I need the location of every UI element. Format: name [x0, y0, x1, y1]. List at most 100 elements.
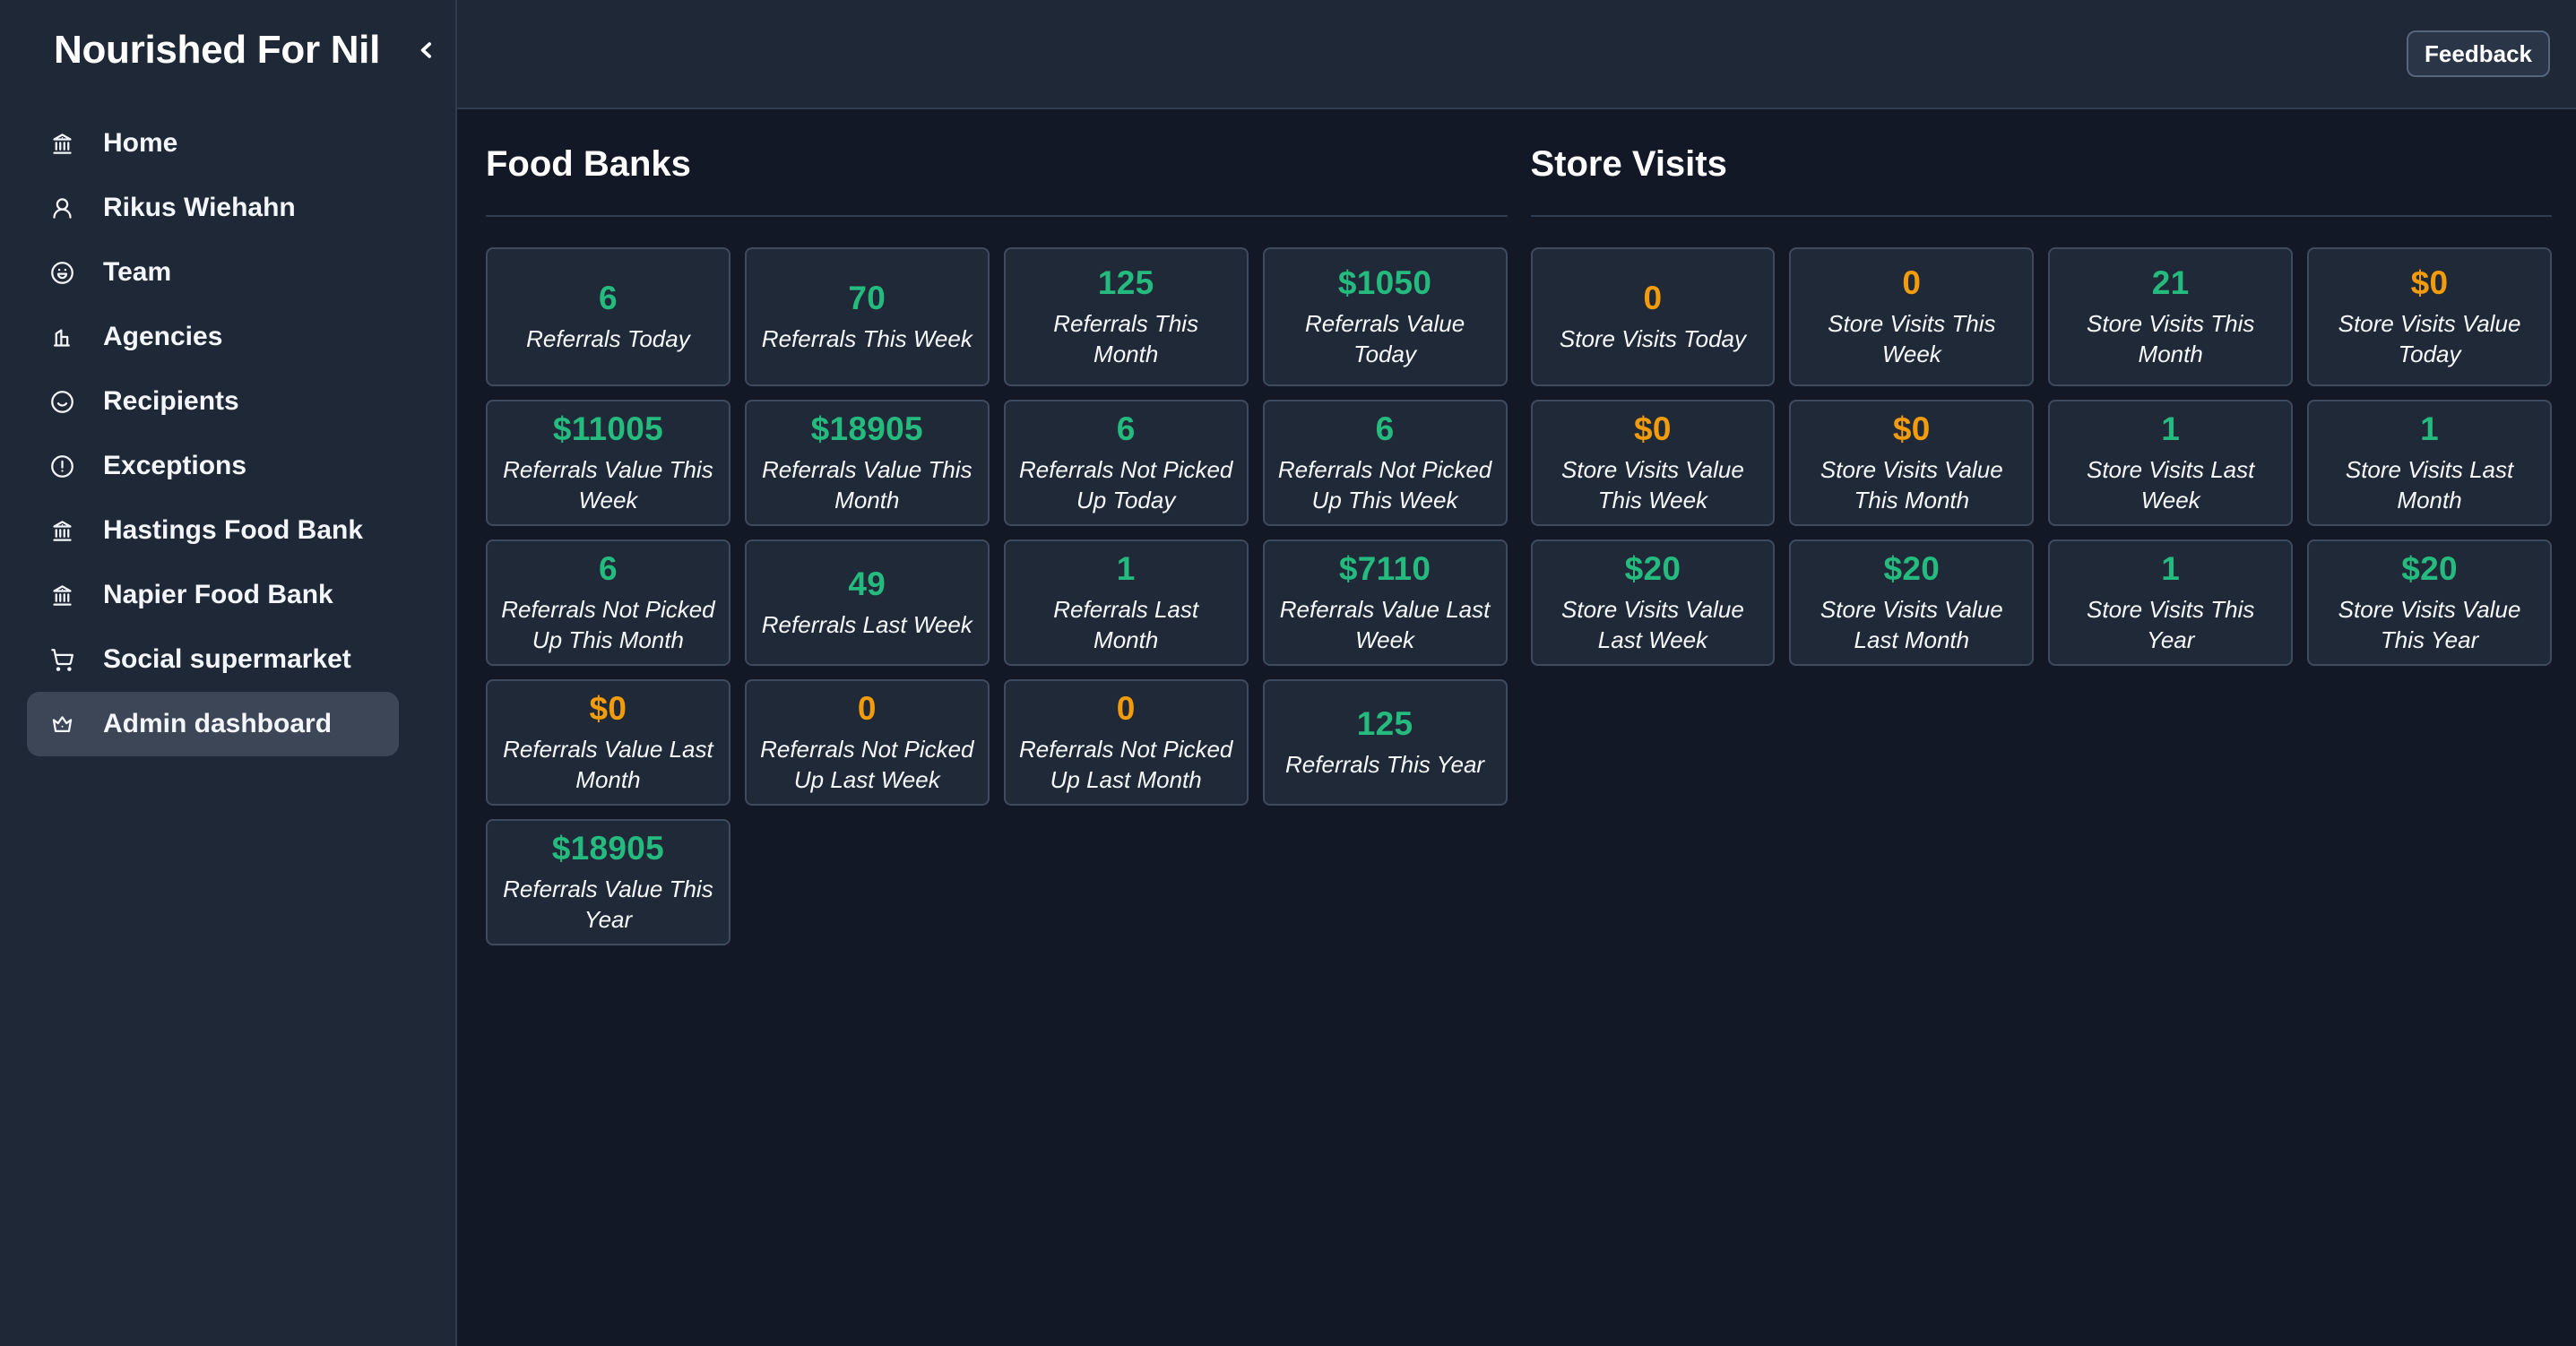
shopping-cart-icon	[50, 648, 74, 672]
stat-card: 0 Store Visits This Week	[1789, 247, 2035, 386]
landmark-icon	[50, 519, 74, 543]
collapse-sidebar-button[interactable]	[411, 34, 443, 66]
stat-value: $0	[1892, 410, 1931, 447]
stat-value: 6	[598, 280, 618, 316]
stat-label: Referrals Value This Month	[762, 456, 972, 513]
sidebar: Nourished For Nil Home Rikus Wiehahn Team A…	[0, 0, 457, 1346]
stat-card: $20 Store Visits Value Last Month	[1789, 539, 2035, 666]
stat-label: Store Visits Value This Month	[1820, 456, 2003, 513]
building-icon	[50, 325, 74, 349]
stat-value: 1	[2420, 410, 2439, 447]
sidebar-item-team[interactable]: Team	[27, 240, 399, 305]
sidebar-item-label: Napier Food Bank	[103, 580, 333, 609]
stat-value: 0	[1902, 264, 1922, 301]
stat-label: Store Visits Value This Year	[2338, 596, 2521, 653]
stat-value: 1	[2161, 410, 2181, 447]
stat-label: Referrals Not Picked Up This Week	[1277, 456, 1492, 513]
stat-value: $18905	[810, 410, 923, 447]
sidebar-item-label: Admin dashboard	[103, 709, 333, 738]
stat-label: Store Visits This Week	[1828, 310, 1996, 367]
stat-value: $1050	[1337, 264, 1432, 301]
sidebar-item-label: Home	[103, 128, 178, 158]
stat-value: $0	[2410, 264, 2449, 301]
stat-card: $0 Store Visits Value This Month	[1789, 400, 2035, 526]
crown-icon	[50, 712, 74, 737]
laugh-icon	[50, 261, 74, 285]
sidebar-item-admin-dashboard[interactable]: Admin dashboard	[27, 692, 399, 756]
sidebar-item-label: Team	[103, 257, 172, 287]
stat-label: Referrals Value This Year	[503, 876, 713, 933]
stat-card: 6 Referrals Not Picked Up This Week	[1262, 400, 1508, 526]
stat-label: Store Visits Today	[1559, 325, 1746, 352]
stat-value: $11005	[552, 410, 664, 447]
stat-card: $18905 Referrals Value This Year	[486, 819, 730, 945]
sidebar-item-home[interactable]: Home	[27, 111, 399, 176]
user-icon	[50, 196, 74, 220]
sidebar-item-social-supermarket[interactable]: Social supermarket	[27, 627, 399, 692]
brand-row: Nourished For Nil	[0, 0, 455, 73]
sidebar-nav: Home Rikus Wiehahn Team Agencies Recipients E…	[0, 111, 455, 756]
stat-value: 49	[848, 565, 886, 602]
landmark-icon	[50, 132, 74, 156]
stat-value: 0	[1116, 690, 1136, 727]
stat-label: Referrals This Year	[1285, 751, 1485, 778]
stat-value: 1	[1116, 550, 1136, 587]
stat-label: Store Visits Value Last Month	[1820, 596, 2003, 653]
stat-card: $0 Store Visits Value Today	[2307, 247, 2552, 386]
stat-label: Referrals Not Picked Up Last Month	[1018, 736, 1233, 793]
stat-card: 0 Referrals Not Picked Up Last Month	[1003, 679, 1249, 806]
stat-value: 0	[1643, 280, 1663, 316]
stat-value: $0	[589, 690, 627, 727]
sidebar-item-exceptions[interactable]: Exceptions	[27, 434, 399, 498]
stat-card: $0 Store Visits Value This Week	[1530, 400, 1776, 526]
topbar: Feedback	[457, 0, 2576, 109]
section-store-visits: Store Visits 0 Store Visits Today 0 Store V…	[1530, 143, 2552, 1328]
stat-label: Store Visits Value Today	[2338, 310, 2521, 367]
sidebar-item-agencies[interactable]: Agencies	[27, 305, 399, 369]
stat-value: 125	[1097, 264, 1154, 301]
stat-value: $18905	[551, 830, 665, 867]
feedback-button[interactable]: Feedback	[2407, 30, 2550, 77]
stat-label: Store Visits Value Last Week	[1561, 596, 1744, 653]
stat-card: 0 Referrals Not Picked Up Last Week	[744, 679, 990, 806]
stat-label: Store Visits Last Week	[2086, 456, 2255, 513]
stat-card: 1 Store Visits Last Month	[2307, 400, 2552, 526]
stat-value: 125	[1356, 705, 1413, 742]
stat-card: 1 Referrals Last Month	[1003, 539, 1249, 666]
stats-grid: 0 Store Visits Today 0 Store Visits This We…	[1530, 247, 2552, 666]
sidebar-item-rikus-wiehahn[interactable]: Rikus Wiehahn	[27, 176, 399, 240]
stat-label: Referrals This Week	[761, 325, 972, 352]
stat-value: 6	[1375, 410, 1395, 447]
stat-label: Referrals Last Week	[761, 611, 972, 638]
stat-value: $0	[1634, 410, 1672, 447]
section-title: Food Banks	[486, 144, 691, 184]
stat-card: 6 Referrals Not Picked Up This Month	[486, 539, 730, 666]
stat-value: 1	[2161, 550, 2181, 587]
stat-card: $11005 Referrals Value This Week	[486, 400, 730, 526]
app-title: Nourished For Nil	[54, 28, 381, 72]
stat-card: 125 Referrals This Month	[1003, 247, 1249, 386]
sidebar-item-label: Rikus Wiehahn	[103, 193, 296, 222]
stat-value: 21	[2151, 264, 2190, 301]
stat-label: Referrals This Month	[1053, 310, 1199, 367]
stat-value: 6	[1116, 410, 1136, 447]
stat-card: $1050 Referrals Value Today	[1262, 247, 1508, 386]
stats-grid: 6 Referrals Today 70 Referrals This Week 125…	[486, 247, 1508, 945]
main-content: Food Banks 6 Referrals Today 70 Referrals T…	[457, 109, 2576, 1346]
stat-label: Store Visits Last Month	[2345, 456, 2514, 513]
stat-label: Referrals Last Month	[1053, 596, 1199, 653]
stat-label: Referrals Value This Week	[503, 456, 713, 513]
sidebar-item-recipients[interactable]: Recipients	[27, 369, 399, 434]
sidebar-item-napier-food-bank[interactable]: Napier Food Bank	[27, 563, 399, 627]
stat-card: 21 Store Visits This Month	[2048, 247, 2294, 386]
stat-label: Store Visits Value This Week	[1561, 456, 1744, 513]
sidebar-item-label: Agencies	[103, 322, 223, 351]
stat-value: $7110	[1338, 550, 1431, 587]
stat-card: 1 Store Visits Last Week	[2048, 400, 2294, 526]
stat-value: $20	[1624, 550, 1681, 587]
sidebar-item-hastings-food-bank[interactable]: Hastings Food Bank	[27, 498, 399, 563]
stat-card: 6 Referrals Today	[486, 247, 730, 386]
section-food-banks: Food Banks 6 Referrals Today 70 Referrals T…	[486, 143, 1508, 1328]
stat-card: $20 Store Visits Value This Year	[2307, 539, 2552, 666]
stat-card: 125 Referrals This Year	[1262, 679, 1508, 806]
